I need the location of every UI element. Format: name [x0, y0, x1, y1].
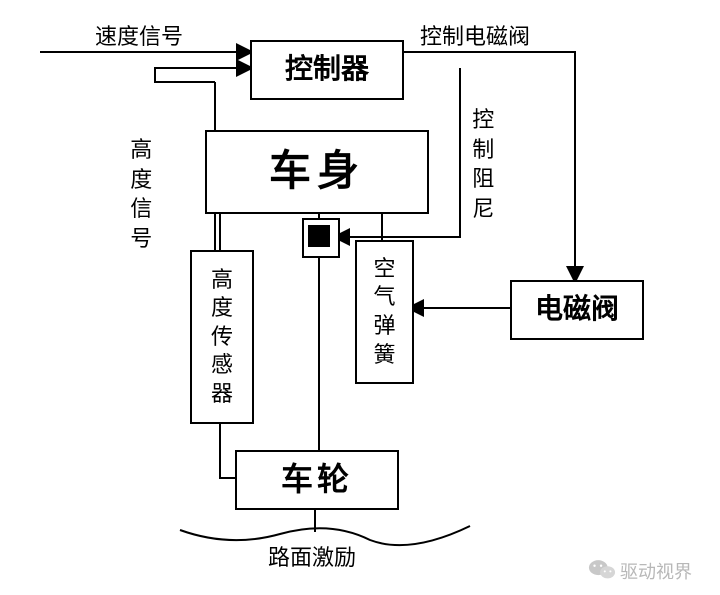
- node-solenoid-label: 电磁阀: [535, 295, 619, 326]
- edge-heightsensor-to-wheel: [220, 420, 235, 478]
- node-wheel: 车轮: [235, 450, 399, 510]
- node-solenoid: 电磁阀: [510, 280, 644, 340]
- wechat-icon: [588, 558, 616, 581]
- label-speed-signal: 速度信号: [95, 24, 183, 49]
- node-controller: 控制器: [250, 40, 404, 100]
- edge-heightsignal-to-controller: [155, 68, 250, 82]
- watermark-text: 驱动视界: [620, 558, 692, 584]
- label-road-excitation: 路面激励: [268, 545, 356, 570]
- node-body-label: 车身: [269, 149, 365, 195]
- node-wheel-label: 车轮: [281, 462, 353, 497]
- node-controller-label: 控制器: [285, 55, 369, 86]
- label-control-solenoid: 控制电磁阀: [420, 24, 530, 49]
- node-body: 车身: [205, 130, 429, 214]
- node-height-sensor: 高度传感器: [190, 250, 254, 424]
- road-curve: [180, 526, 470, 545]
- node-height-sensor-label: 高度传感器: [209, 266, 235, 409]
- label-control-damping: 控制阻尼: [470, 105, 496, 224]
- label-height-signal: 高度信号: [128, 135, 154, 254]
- node-air-spring-label: 空气弹簧: [371, 255, 397, 369]
- node-air-spring: 空气弹簧: [355, 240, 414, 384]
- damper-fill: [308, 225, 330, 247]
